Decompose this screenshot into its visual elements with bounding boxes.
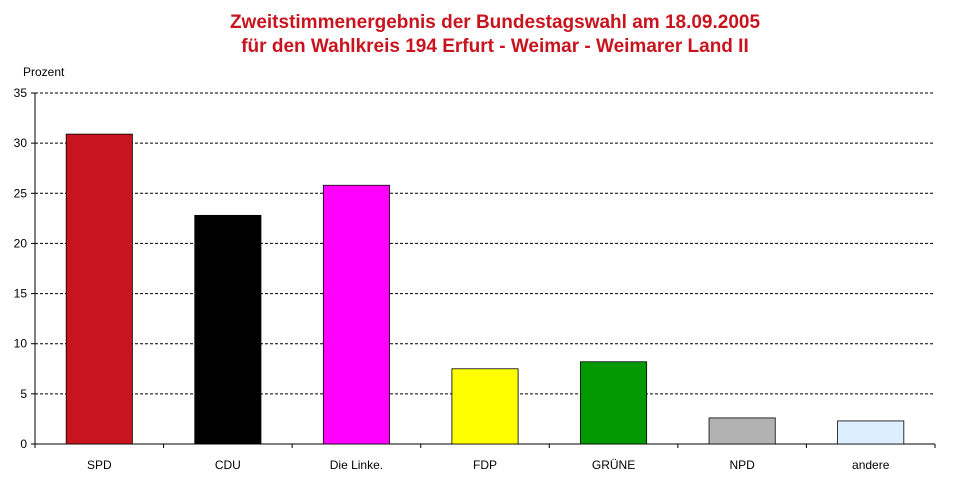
y-tick-label: 35 — [14, 86, 28, 100]
y-tick-label: 30 — [14, 136, 28, 150]
y-axis-label: Prozent — [23, 65, 65, 79]
chart-title: Zweitstimmenergebnis der Bundestagswahl … — [229, 12, 761, 33]
bar-die-linke — [322, 184, 390, 445]
bar-npd — [708, 417, 776, 445]
y-tick-label: 25 — [14, 186, 28, 200]
y-tick-label: 10 — [14, 337, 28, 351]
x-tick-label: andere — [852, 458, 890, 472]
x-tick-label: GRÜNE — [592, 458, 635, 472]
y-tick-label: 0 — [20, 437, 27, 451]
chart-subtitle: für den Wahlkreis 194 Erfurt - Weimar - … — [241, 36, 749, 57]
bar-andere — [837, 420, 905, 445]
y-tick-label: 15 — [14, 287, 28, 301]
x-tick-label: CDU — [215, 458, 241, 472]
x-tick-label: FDP — [473, 458, 497, 472]
bar-spd — [65, 133, 133, 445]
bar-grüne — [580, 361, 648, 445]
y-tick-label: 20 — [14, 236, 28, 250]
x-tick-label: Die Linke. — [330, 458, 383, 472]
y-tick-label: 5 — [20, 387, 27, 401]
bar-cdu — [194, 214, 262, 445]
bar-fdp — [451, 368, 519, 445]
x-tick-label: NPD — [729, 458, 755, 472]
x-tick-label: SPD — [87, 458, 112, 472]
